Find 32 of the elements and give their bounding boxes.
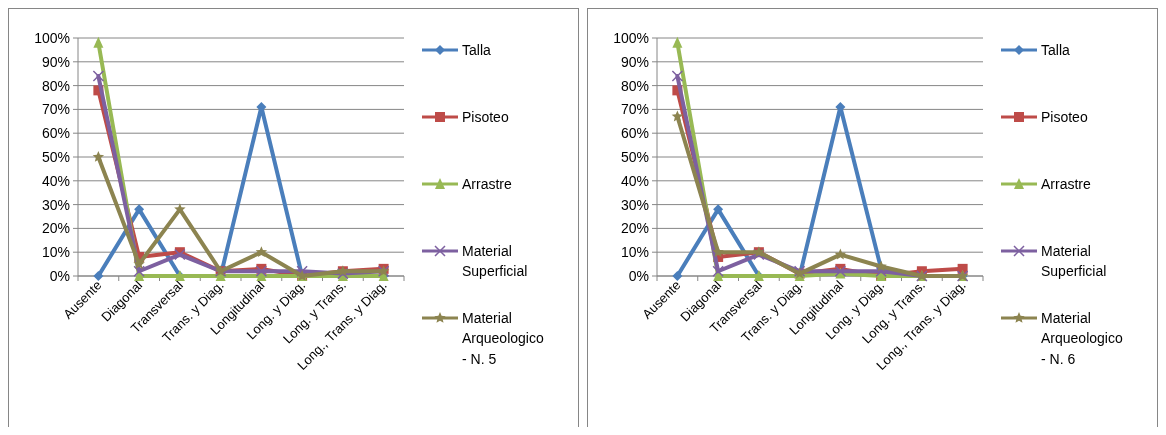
y-tick-label: 90% bbox=[620, 53, 649, 70]
y-tick-label: 40% bbox=[620, 172, 649, 189]
y-tick-label: 0% bbox=[49, 267, 70, 284]
y-tick-label: 30% bbox=[41, 196, 70, 213]
y-tick-label: 80% bbox=[41, 77, 70, 94]
y-tick-label: 60% bbox=[41, 125, 70, 142]
y-tick-label: 70% bbox=[41, 101, 70, 118]
y-tick-label: 20% bbox=[620, 220, 649, 237]
y-tick-label: 30% bbox=[620, 196, 649, 213]
y-tick-label: 100% bbox=[34, 29, 70, 46]
y-tick-label: 20% bbox=[41, 220, 70, 237]
y-tick-label: 10% bbox=[41, 244, 70, 261]
legend-label: Pisoteo bbox=[462, 108, 509, 125]
y-tick-label: 70% bbox=[620, 101, 649, 118]
legend-label: Material Arqueologico - N. 6 bbox=[1041, 309, 1123, 367]
y-tick-label: 100% bbox=[613, 29, 649, 46]
y-tick-label: 50% bbox=[41, 148, 70, 165]
legend-label: Arrastre bbox=[1041, 175, 1091, 192]
y-tick-label: 0% bbox=[628, 267, 649, 284]
y-tick-label: 50% bbox=[620, 148, 649, 165]
legend-label: Talla bbox=[462, 41, 492, 58]
legend-label: Arrastre bbox=[462, 175, 512, 192]
legend-label: Material Superficial bbox=[462, 242, 528, 280]
y-tick-label: 80% bbox=[620, 77, 649, 94]
legend-label: Talla bbox=[1041, 41, 1071, 58]
legend-label: Material Arqueologico - N. 5 bbox=[462, 309, 544, 367]
legend-label: Material Superficial bbox=[1041, 242, 1107, 280]
y-tick-label: 40% bbox=[41, 172, 70, 189]
y-tick-label: 60% bbox=[620, 125, 649, 142]
y-tick-label: 10% bbox=[620, 244, 649, 261]
y-tick-label: 90% bbox=[41, 53, 70, 70]
legend-label: Pisoteo bbox=[1041, 108, 1088, 125]
